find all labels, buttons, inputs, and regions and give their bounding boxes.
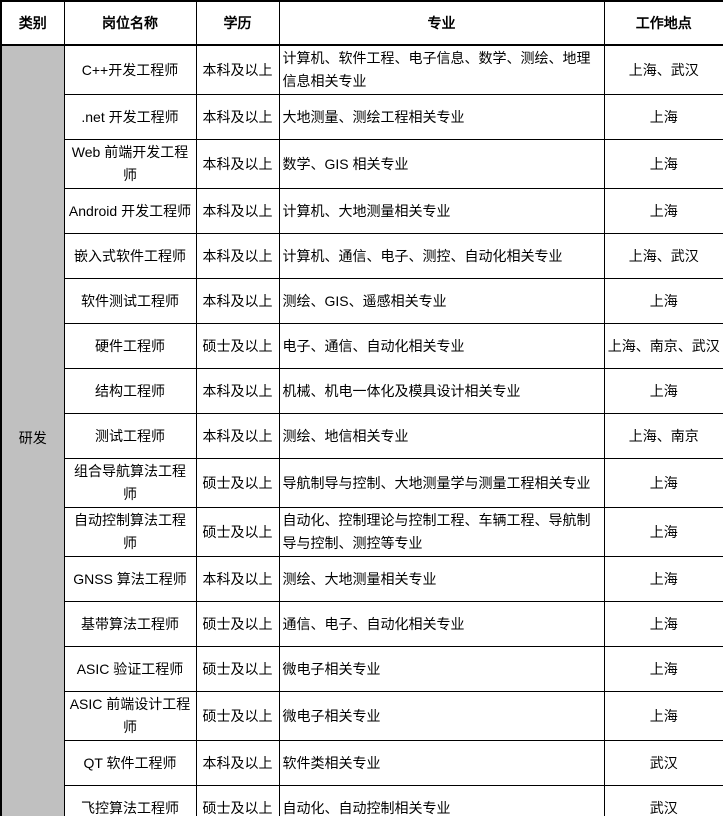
table-row: GNSS 算法工程师 本科及以上 测绘、大地测量相关专业 上海 xyxy=(1,556,723,602)
education-cell: 硕士及以上 xyxy=(195,646,280,692)
table-row: 自动控制算法工程师 硕士及以上 自动化、控制理论与控制工程、车辆工程、导航制导与控制… xyxy=(1,507,723,557)
table-row: 基带算法工程师 硕士及以上 通信、电子、自动化相关专业 上海 xyxy=(1,601,723,647)
location-cell: 上海、南京 xyxy=(603,413,723,459)
education-cell: 本科及以上 xyxy=(195,368,280,414)
major-cell: 微电子相关专业 xyxy=(278,646,605,692)
position-cell: 嵌入式软件工程师 xyxy=(63,233,197,279)
location-cell: 上海 xyxy=(603,139,723,189)
location-cell: 上海 xyxy=(603,691,723,741)
table-row: ASIC 验证工程师 硕士及以上 微电子相关专业 上海 xyxy=(1,646,723,692)
table-body: 研发 C++开发工程师 本科及以上 计算机、软件工程、电子信息、数学、测绘、地理信息相… xyxy=(0,44,723,816)
major-cell: 导航制导与控制、大地测量学与测量工程相关专业 xyxy=(278,458,605,508)
location-cell: 上海 xyxy=(603,278,723,324)
education-cell: 硕士及以上 xyxy=(195,507,280,557)
location-cell: 上海、武汉 xyxy=(603,44,723,95)
table-row: 嵌入式软件工程师 本科及以上 计算机、通信、电子、测控、自动化相关专业 上海、武汉 xyxy=(1,233,723,279)
education-cell: 硕士及以上 xyxy=(195,458,280,508)
education-cell: 本科及以上 xyxy=(195,139,280,189)
location-cell: 武汉 xyxy=(603,785,723,816)
major-cell: 数学、GIS 相关专业 xyxy=(278,139,605,189)
education-cell: 本科及以上 xyxy=(195,233,280,279)
table-row: QT 软件工程师 本科及以上 软件类相关专业 武汉 xyxy=(1,740,723,786)
location-cell: 上海 xyxy=(603,507,723,557)
major-cell: 测绘、GIS、遥感相关专业 xyxy=(278,278,605,324)
major-cell: 机械、机电一体化及模具设计相关专业 xyxy=(278,368,605,414)
education-cell: 硕士及以上 xyxy=(195,601,280,647)
position-cell: .net 开发工程师 xyxy=(63,94,197,140)
header-education: 学历 xyxy=(195,0,280,46)
table-row: 研发 C++开发工程师 本科及以上 计算机、软件工程、电子信息、数学、测绘、地理信息相… xyxy=(0,44,723,816)
major-cell: 计算机、通信、电子、测控、自动化相关专业 xyxy=(278,233,605,279)
major-cell: 微电子相关专业 xyxy=(278,691,605,741)
table-row: 测试工程师 本科及以上 测绘、地信相关专业 上海、南京 xyxy=(1,413,723,459)
header-position: 岗位名称 xyxy=(63,0,197,46)
major-cell: 自动化、控制理论与控制工程、车辆工程、导航制导与控制、测控等专业 xyxy=(278,507,605,557)
header-row: 类别 岗位名称 学历 专业 工作地点 xyxy=(0,0,723,46)
table-row: ASIC 前端设计工程师 硕士及以上 微电子相关专业 上海 xyxy=(1,691,723,741)
location-cell: 上海 xyxy=(603,368,723,414)
location-cell: 上海、武汉 xyxy=(603,233,723,279)
location-cell: 上海 xyxy=(603,188,723,234)
position-cell: 软件测试工程师 xyxy=(63,278,197,324)
location-cell: 武汉 xyxy=(603,740,723,786)
header-location: 工作地点 xyxy=(603,0,723,46)
position-cell: 组合导航算法工程师 xyxy=(63,458,197,508)
major-cell: 自动化、自动控制相关专业 xyxy=(278,785,605,816)
location-cell: 上海 xyxy=(603,458,723,508)
major-cell: 计算机、软件工程、电子信息、数学、测绘、地理信息相关专业 xyxy=(278,44,605,95)
table-row: Web 前端开发工程师 本科及以上 数学、GIS 相关专业 上海 xyxy=(1,139,723,189)
table-row: Android 开发工程师 本科及以上 计算机、大地测量相关专业 上海 xyxy=(1,188,723,234)
header-major: 专业 xyxy=(278,0,605,46)
table-row: 结构工程师 本科及以上 机械、机电一体化及模具设计相关专业 上海 xyxy=(1,368,723,414)
education-cell: 硕士及以上 xyxy=(195,785,280,816)
education-cell: 本科及以上 xyxy=(195,740,280,786)
major-cell: 测绘、地信相关专业 xyxy=(278,413,605,459)
table-row: 软件测试工程师 本科及以上 测绘、GIS、遥感相关专业 上海 xyxy=(1,278,723,324)
position-cell: ASIC 验证工程师 xyxy=(63,646,197,692)
table-row: 飞控算法工程师 硕士及以上 自动化、自动控制相关专业 武汉 xyxy=(1,785,723,816)
location-cell: 上海、南京、武汉 xyxy=(603,323,723,369)
major-cell: 通信、电子、自动化相关专业 xyxy=(278,601,605,647)
table-row: .net 开发工程师 本科及以上 大地测量、测绘工程相关专业 上海 xyxy=(1,94,723,140)
location-cell: 上海 xyxy=(603,646,723,692)
position-cell: 基带算法工程师 xyxy=(63,601,197,647)
education-cell: 本科及以上 xyxy=(195,44,280,95)
position-cell: QT 软件工程师 xyxy=(63,740,197,786)
major-cell: 电子、通信、自动化相关专业 xyxy=(278,323,605,369)
table-row: 组合导航算法工程师 硕士及以上 导航制导与控制、大地测量学与测量工程相关专业 上海 xyxy=(1,458,723,508)
position-cell: 结构工程师 xyxy=(63,368,197,414)
position-cell: Android 开发工程师 xyxy=(63,188,197,234)
position-cell: GNSS 算法工程师 xyxy=(63,556,197,602)
education-cell: 硕士及以上 xyxy=(195,691,280,741)
major-cell: 计算机、大地测量相关专业 xyxy=(278,188,605,234)
position-cell: 测试工程师 xyxy=(63,413,197,459)
position-cell: Web 前端开发工程师 xyxy=(63,139,197,189)
education-cell: 本科及以上 xyxy=(195,278,280,324)
position-cell: C++开发工程师 xyxy=(63,44,197,95)
location-cell: 上海 xyxy=(603,601,723,647)
education-cell: 本科及以上 xyxy=(195,94,280,140)
major-cell: 大地测量、测绘工程相关专业 xyxy=(278,94,605,140)
position-cell: 自动控制算法工程师 xyxy=(63,507,197,557)
education-cell: 硕士及以上 xyxy=(195,323,280,369)
education-cell: 本科及以上 xyxy=(195,556,280,602)
major-cell: 测绘、大地测量相关专业 xyxy=(278,556,605,602)
position-cell: 飞控算法工程师 xyxy=(63,785,197,816)
major-cell: 软件类相关专业 xyxy=(278,740,605,786)
table-row: 硬件工程师 硕士及以上 电子、通信、自动化相关专业 上海、南京、武汉 xyxy=(1,323,723,369)
position-cell: 硬件工程师 xyxy=(63,323,197,369)
category-cell: 研发 xyxy=(0,44,65,816)
location-cell: 上海 xyxy=(603,556,723,602)
education-cell: 本科及以上 xyxy=(195,413,280,459)
education-cell: 本科及以上 xyxy=(195,188,280,234)
position-cell: ASIC 前端设计工程师 xyxy=(63,691,197,741)
header-category: 类别 xyxy=(0,0,65,46)
location-cell: 上海 xyxy=(603,94,723,140)
